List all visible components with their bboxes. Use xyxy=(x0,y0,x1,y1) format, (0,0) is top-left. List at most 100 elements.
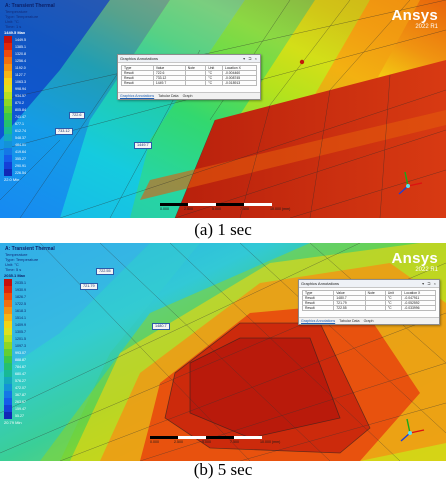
legend-swatch xyxy=(4,342,12,349)
temperature-legend: 2035.1 Max 2035.1 1930.9 1826.7 1722.5 1618.3… xyxy=(4,273,48,425)
tab-graphics-annotations[interactable]: Graphics Annotations xyxy=(301,319,336,323)
scale-bar: 0.000 2.500 5.000 7.500 10.000 (mm) xyxy=(150,433,290,447)
dialog-controls-icon[interactable]: ▾ ⊐ × xyxy=(243,56,258,61)
legend-label: 993.07 xyxy=(15,350,26,355)
legend-label: 934.57 xyxy=(15,93,26,98)
legend-row: 472.07 xyxy=(4,384,48,391)
legend-label: 1722.5 xyxy=(15,301,26,306)
dialog-tabs: Graphics Annotations Tabular Data Graph xyxy=(299,317,439,324)
ansys-logo: Ansys 2022 R1 xyxy=(391,250,438,273)
graphics-annotations-dialog[interactable]: Graphics Annotations ▾ ⊐ × Type Value No… xyxy=(298,279,440,325)
legend-swatch xyxy=(4,307,12,314)
legend-swatch xyxy=(4,293,12,300)
dialog-controls-icon[interactable]: ▾ ⊐ × xyxy=(422,281,437,286)
legend-swatch xyxy=(4,321,12,328)
legend-row: 1826.7 xyxy=(4,293,48,300)
graphics-annotations-dialog[interactable]: Graphics Annotations ▾ ⊐ × Type Value No… xyxy=(117,54,261,100)
dialog-header[interactable]: Graphics Annotations ▾ ⊐ × xyxy=(299,280,439,288)
table-row[interactable]: Result 1449.7 °C -0.018913 xyxy=(121,80,258,86)
probe-label[interactable]: 722.6 xyxy=(69,112,85,119)
tab-tabular-data[interactable]: Tabular Data xyxy=(339,319,360,323)
probe-marker xyxy=(299,59,305,65)
legend-label: 612.74 xyxy=(15,128,26,133)
tab-graphics-annotations[interactable]: Graphics Annotations xyxy=(120,94,155,98)
legend-row: 548.37 xyxy=(4,134,48,141)
legend-label: 677.1 xyxy=(15,121,24,126)
legend-row: 1320.8 xyxy=(4,50,48,57)
legend-row: 263.67 xyxy=(4,398,48,405)
legend-swatch xyxy=(4,412,12,419)
simulation-meta: Temperature Type: Temperature Unit: °C T… xyxy=(5,9,39,29)
legend-row: 870.2 xyxy=(4,99,48,106)
legend-label: 290.91 xyxy=(15,163,26,168)
legend-row: 612.74 xyxy=(4,127,48,134)
legend-row: 1722.5 xyxy=(4,300,48,307)
legend-swatch xyxy=(4,370,12,377)
legend-swatch xyxy=(4,328,12,335)
legend-row: 1385.1 xyxy=(4,43,48,50)
legend-swatch xyxy=(4,36,12,43)
legend-swatch xyxy=(4,286,12,293)
temperature-legend: 1449.5 Max 1449.5 1385.1 1320.8 1256.4 1192.0… xyxy=(4,30,48,182)
axis-triad xyxy=(398,171,423,195)
legend-row: 1514.1 xyxy=(4,314,48,321)
legend-row: 367.87 xyxy=(4,391,48,398)
simulation-title: A: Transient Thermal xyxy=(5,3,55,9)
legend-swatch xyxy=(4,64,12,71)
legend-swatch xyxy=(4,155,12,162)
legend-swatch xyxy=(4,162,12,169)
legend-label: 226.54 xyxy=(15,170,26,175)
legend-label: 548.37 xyxy=(15,135,26,140)
legend-swatch xyxy=(4,50,12,57)
dialog-header[interactable]: Graphics Annotations ▾ ⊐ × xyxy=(118,55,260,63)
ansys-logo: Ansys 2022 R1 xyxy=(391,7,438,30)
probe-label[interactable]: 1449.7 xyxy=(134,142,152,149)
legend-row: 888.87 xyxy=(4,356,48,363)
legend-swatch xyxy=(4,314,12,321)
legend-swatch xyxy=(4,384,12,391)
legend-swatch xyxy=(4,169,12,176)
legend-swatch xyxy=(4,43,12,50)
legend-swatch xyxy=(4,134,12,141)
legend-row: 1256.4 xyxy=(4,57,48,64)
legend-swatch xyxy=(4,113,12,120)
legend-swatch xyxy=(4,148,12,155)
legend-swatch xyxy=(4,363,12,370)
legend-label: 263.67 xyxy=(15,399,26,404)
legend-row: 484.01 xyxy=(4,141,48,148)
legend-label: 870.2 xyxy=(15,100,24,105)
legend-row: 998.94 xyxy=(4,85,48,92)
legend-label: 1256.4 xyxy=(15,58,26,63)
legend-swatch xyxy=(4,141,12,148)
legend-row: 1127.7 xyxy=(4,71,48,78)
probe-label[interactable]: 733.12 xyxy=(55,128,73,135)
legend-swatch xyxy=(4,106,12,113)
legend-label: 1514.1 xyxy=(15,315,26,320)
probe-label[interactable]: 1480.7 xyxy=(152,323,170,330)
axis-triad xyxy=(400,418,425,442)
legend-row: 1449.5 xyxy=(4,36,48,43)
legend-row: 1618.3 xyxy=(4,307,48,314)
legend-row: 934.57 xyxy=(4,92,48,99)
legend-label: 1449.5 xyxy=(15,37,26,42)
scale-bar: 0.000 2.500 5.000 7.500 10.000 (mm) xyxy=(160,200,300,214)
table-row[interactable]: Result 722.55 °C -0.033996 xyxy=(301,305,436,311)
legend-row: 1063.3 xyxy=(4,78,48,85)
legend-label: 888.87 xyxy=(15,357,26,362)
legend-row: 226.54 xyxy=(4,169,48,176)
legend-label: 2035.1 xyxy=(15,280,26,285)
legend-swatch xyxy=(4,99,12,106)
tab-graph[interactable]: Graph xyxy=(363,319,374,323)
simulation-view-1s: A: Transient Thermal Temperature Type: T… xyxy=(0,0,446,218)
probe-label[interactable]: 721.79 xyxy=(80,283,98,290)
legend-label: 484.01 xyxy=(15,142,26,147)
legend-label: 784.67 xyxy=(15,364,26,369)
temperature-contour-1s xyxy=(0,0,446,218)
probe-label[interactable]: 722.55 xyxy=(96,268,114,275)
tab-tabular-data[interactable]: Tabular Data xyxy=(158,94,179,98)
legend-swatch xyxy=(4,335,12,342)
legend-label: 576.27 xyxy=(15,378,26,383)
tab-graph[interactable]: Graph xyxy=(182,94,193,98)
legend-row: 805.84 xyxy=(4,106,48,113)
legend-max-label: 1449.5 Max xyxy=(4,30,26,35)
